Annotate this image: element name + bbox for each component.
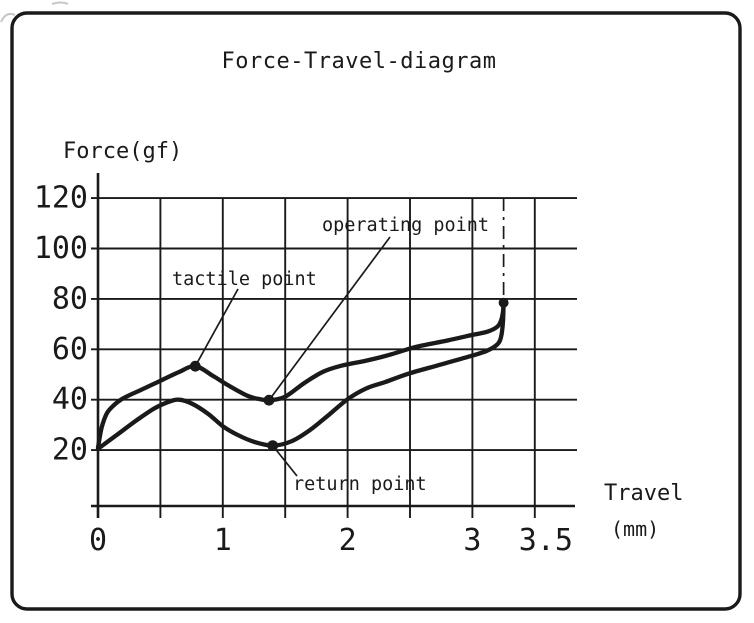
y-tick-label: 80 (52, 281, 88, 316)
y-tick-label: 100 (34, 231, 88, 266)
x-tick-label: 2 (339, 523, 357, 558)
y-axis-label: Force(gf) (63, 139, 182, 164)
curve-end-dot (498, 297, 509, 308)
tactile-point-dot (189, 360, 201, 372)
y-tick-label: 40 (52, 382, 88, 417)
annotation-return-point: return point (293, 474, 427, 495)
x-axis-label: Travel (604, 481, 683, 506)
y-tick-label: 60 (52, 332, 88, 367)
x-tick-label: 0 (89, 523, 107, 558)
leader-line (268, 236, 391, 401)
press-curve (95, 300, 506, 450)
x-tick-label: 3.5 (519, 523, 573, 558)
x-tick-label: 1 (214, 523, 232, 558)
chart-title: Force-Travel-diagram (222, 49, 497, 74)
annotation-tactile-point: tactile point (172, 269, 317, 290)
leader-line (194, 288, 239, 367)
curve-layer (95, 236, 509, 477)
operating-point-dot (263, 394, 275, 406)
release-curve (95, 300, 506, 451)
scan-artifact (0, 1, 69, 23)
y-tick-label: 20 (52, 433, 88, 468)
y-tick-label: 120 (34, 181, 88, 216)
x-tick-label: 3 (463, 523, 481, 558)
diagram-border (10, 11, 742, 611)
grid-layer (91, 173, 577, 518)
tick-labels: 20 40 60 80 100 120 0 1 2 3 3.5 (34, 181, 573, 558)
annotation-operating-point: operating point (322, 215, 489, 236)
return-point-dot (267, 440, 279, 451)
x-axis-unit: (mm) (611, 517, 659, 541)
leader-line (272, 445, 298, 477)
